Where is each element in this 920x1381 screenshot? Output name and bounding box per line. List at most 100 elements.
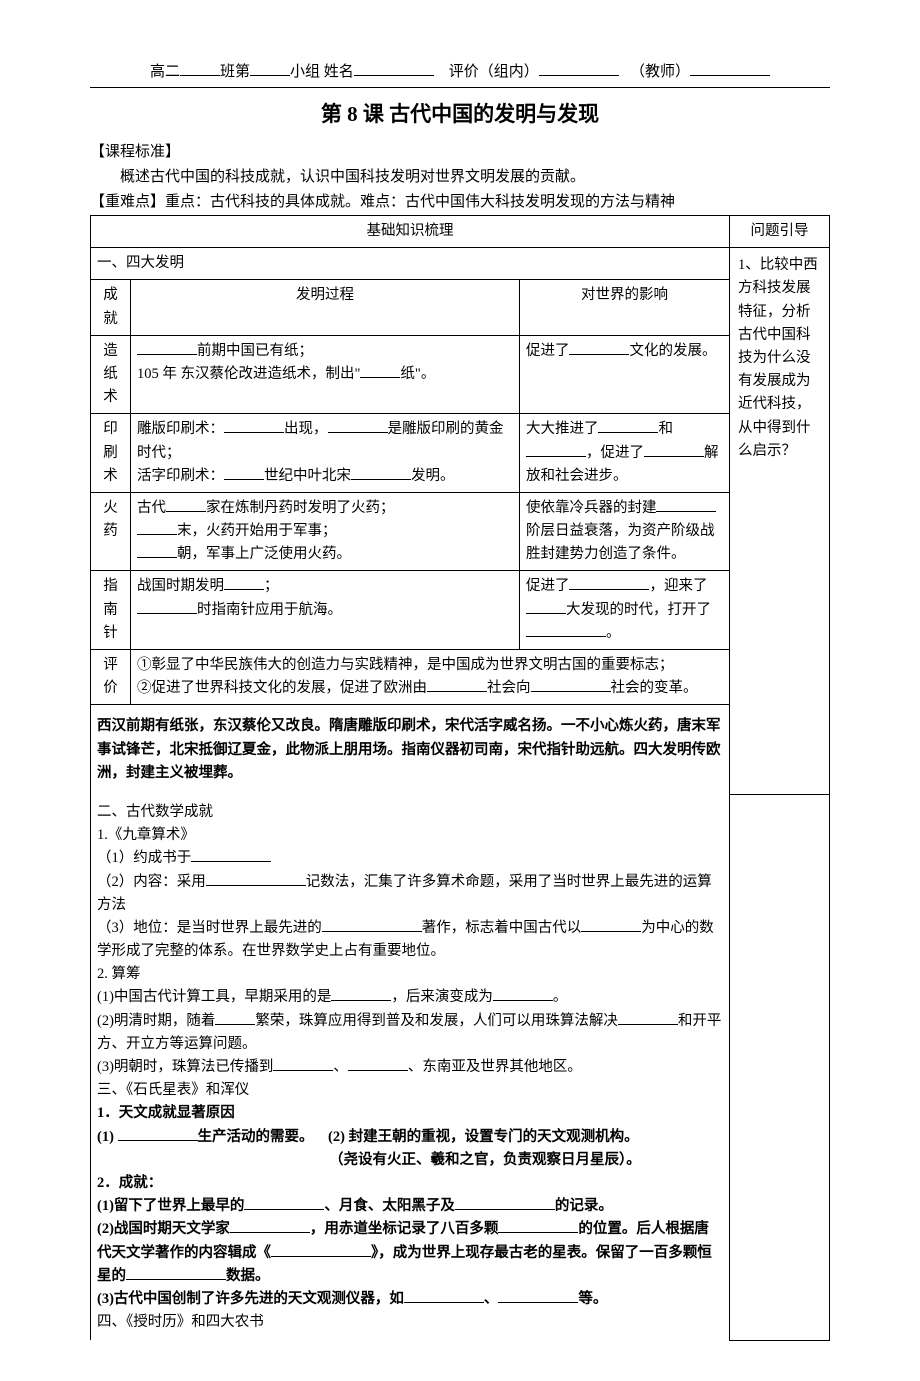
document-page: 高二班第小组 姓名 评价（组内） （教师） 第 8 课 古代中国的发明与发现 【… bbox=[0, 0, 920, 1381]
blank bbox=[427, 678, 487, 693]
gunpowder-process: 古代家在炼制丹药时发明了火药； 末，火药开始用于军事； 朝，军事上广泛使用火药。 bbox=[131, 492, 520, 571]
print-process: 雕版印刷术：出现，是雕版印刷的黄金时代； 活字印刷术：世纪中叶北宋发明。 bbox=[131, 414, 520, 493]
paper-process: 前期中国已有纸； 105 年 东汉蔡伦改进造纸术，制出"纸"。 bbox=[131, 335, 520, 414]
standard-text: 概述古代中国的科技成就，认识中国科技发明对世界文明发展的贡献。 bbox=[90, 165, 830, 186]
sec3-p1d: （尧设有火正、羲和之官，负责观察日月星辰）。 bbox=[97, 1149, 723, 1172]
blank bbox=[656, 497, 716, 512]
col-process: 发明过程 bbox=[131, 280, 520, 335]
blank bbox=[498, 1219, 578, 1234]
section1-title-row: 一、四大发明 1、比较中西方科技发展特征，分析古代中国科技为什么没有发展成为近代… bbox=[91, 248, 830, 280]
summary-text: 西汉前期有纸张，东汉蔡伦又改良。隋唐雕版印刷术，宋代活字威名扬。一不小心炼火药，… bbox=[91, 705, 730, 795]
guide-question-1: 1、比较中西方科技发展特征，分析古代中国科技为什么没有发展成为近代科技，从中得到… bbox=[738, 254, 821, 463]
blank bbox=[569, 340, 629, 355]
blank bbox=[224, 419, 284, 434]
header-rule bbox=[90, 87, 830, 88]
question-guide-header: 问题引导 bbox=[730, 216, 830, 248]
class-blank bbox=[180, 61, 220, 76]
page-title: 第 8 课 古代中国的发明与发现 bbox=[90, 98, 830, 128]
blank bbox=[137, 521, 177, 536]
sec3-h2: 2．成就： bbox=[97, 1172, 723, 1195]
paper-impact: 促进了文化的发展。 bbox=[519, 335, 729, 414]
body-section-2-3: 二、古代数学成就 1.《九章算术》 （1）约成书于 （2）内容：采用记数法，汇集… bbox=[91, 795, 730, 1340]
compass-name: 指南针 bbox=[91, 571, 131, 650]
basic-knowledge-header: 基础知识梳理 bbox=[91, 216, 730, 248]
blank bbox=[206, 871, 306, 886]
grade-label: 高二 bbox=[150, 64, 180, 80]
blank bbox=[526, 599, 566, 614]
print-impact: 大大推进了和，促进了解放和社会进步。 bbox=[519, 414, 729, 493]
row-gunpowder: 火药 古代家在炼制丹药时发明了火药； 末，火药开始用于军事； 朝，军事上广泛使用… bbox=[91, 492, 830, 571]
gunpowder-impact: 使依靠冷兵器的封建阶层日益衰落，为资产阶级战胜封建势力创造了条件。 bbox=[519, 492, 729, 571]
guide-column: 1、比较中西方科技发展特征，分析古代中国科技为什么没有发展成为近代科技，从中得到… bbox=[730, 248, 830, 795]
sec3-p1: (1) 生产活动的需要。 (2) 封建王朝的重视，设置专门的天文观测机构。 bbox=[97, 1126, 723, 1149]
table-header-row: 基础知识梳理 问题引导 bbox=[91, 216, 830, 248]
sec2-p1: （1）约成书于 bbox=[97, 847, 723, 870]
col-achievement: 成就 bbox=[91, 280, 131, 335]
group-blank bbox=[250, 61, 290, 76]
blank bbox=[581, 917, 641, 932]
gunpowder-name: 火药 bbox=[91, 492, 131, 571]
sec2-h2: 2. 算筹 bbox=[97, 963, 723, 986]
sec3-h1: 1．天文成就显著原因 bbox=[97, 1102, 723, 1125]
row-compass: 指南针 战国时期发明； 时指南针应用于航海。 促进了，迎来了大发现的时代，打开了… bbox=[91, 571, 830, 650]
header-meta-line: 高二班第小组 姓名 评价（组内） （教师） bbox=[90, 60, 830, 81]
teacher-label: （教师） bbox=[630, 64, 690, 80]
blank bbox=[137, 599, 197, 614]
blank bbox=[531, 678, 611, 693]
blank bbox=[215, 1010, 255, 1025]
row-evaluation: 评价 ①彰显了中华民族伟大的创造力与实践精神，是中国成为世界文明古国的重要标志；… bbox=[91, 650, 830, 705]
blank bbox=[331, 987, 391, 1002]
blank bbox=[569, 576, 649, 591]
blank bbox=[137, 340, 197, 355]
group-name-label: 小组 姓名 bbox=[290, 64, 354, 80]
sec4-title: 四、《授时历》和四大农书 bbox=[97, 1311, 723, 1334]
subheader-row: 成就 发明过程 对世界的影响 bbox=[91, 280, 830, 335]
sec2-q2: (2)明清时期，随着繁荣，珠算应用得到普及和发展，人们可以用珠算法解决和开平方、… bbox=[97, 1010, 723, 1056]
main-content-table: 基础知识梳理 问题引导 一、四大发明 1、比较中西方科技发展特征，分析古代中国科… bbox=[90, 215, 830, 1341]
sec3-p4: (3)古代中国创制了许多先进的天文观测仪器，如、等。 bbox=[97, 1288, 723, 1311]
blank bbox=[498, 1288, 578, 1303]
blank bbox=[526, 442, 586, 457]
teacher-blank bbox=[690, 61, 770, 76]
blank bbox=[224, 465, 264, 480]
eval-blank bbox=[539, 61, 619, 76]
class-suffix: 班第 bbox=[220, 64, 250, 80]
sec2-h1: 1.《九章算术》 bbox=[97, 824, 723, 847]
blank bbox=[404, 1288, 484, 1303]
blank bbox=[360, 363, 400, 378]
blank bbox=[126, 1265, 226, 1280]
blank bbox=[644, 442, 704, 457]
blank bbox=[137, 544, 177, 559]
blank bbox=[322, 917, 422, 932]
body-section-row: 二、古代数学成就 1.《九章算术》 （1）约成书于 （2）内容：采用记数法，汇集… bbox=[91, 795, 830, 1340]
name-blank bbox=[354, 61, 434, 76]
sec2-p2: （2）内容：采用记数法，汇集了许多算术命题，采用了当时世界上最先进的运算方法 bbox=[97, 871, 723, 917]
blank bbox=[271, 1242, 371, 1257]
blank bbox=[351, 465, 411, 480]
sec2-q3: (3)明朝时，珠算法已传播到、、东南亚及世界其他地区。 bbox=[97, 1056, 723, 1079]
sec3-p3: (2)战国时期天文学家，用赤道坐标记录了八百多颗的位置。后人根据唐代天文学著作的… bbox=[97, 1218, 723, 1288]
blank bbox=[493, 987, 553, 1002]
col-impact: 对世界的影响 bbox=[519, 280, 729, 335]
blank bbox=[224, 576, 264, 591]
row-print: 印刷术 雕版印刷术：出现，是雕版印刷的黄金时代； 活字印刷术：世纪中叶北宋发明。… bbox=[91, 414, 830, 493]
blank bbox=[348, 1057, 408, 1072]
standard-label: 【课程标准】 bbox=[90, 140, 830, 161]
sec3-title: 三、《石氏星表》和浑仪 bbox=[97, 1079, 723, 1102]
blank bbox=[526, 622, 606, 637]
blank bbox=[618, 1010, 678, 1025]
compass-impact: 促进了，迎来了大发现的时代，打开了。 bbox=[519, 571, 729, 650]
blank bbox=[118, 1126, 198, 1141]
guide-column-lower bbox=[730, 795, 830, 1340]
evaluation-name: 评价 bbox=[91, 650, 131, 705]
row-paper: 造纸术 前期中国已有纸； 105 年 东汉蔡伦改进造纸术，制出"纸"。 促进了文… bbox=[91, 335, 830, 414]
blank bbox=[244, 1196, 324, 1211]
sec3-p2: (1)留下了世界上最早的、月食、太阳黑子及的记录。 bbox=[97, 1195, 723, 1218]
sec2-q1: (1)中国古代计算工具，早期采用的是，后来演变成为。 bbox=[97, 986, 723, 1009]
sec2-title: 二、古代数学成就 bbox=[97, 801, 723, 824]
blank bbox=[455, 1196, 555, 1211]
blank bbox=[598, 419, 658, 434]
paper-name: 造纸术 bbox=[91, 335, 131, 414]
blank bbox=[273, 1057, 333, 1072]
sec2-p3: （3）地位：是当时世界上最先进的著作，标志着中国古代以为中心的数学形成了完整的体… bbox=[97, 917, 723, 963]
